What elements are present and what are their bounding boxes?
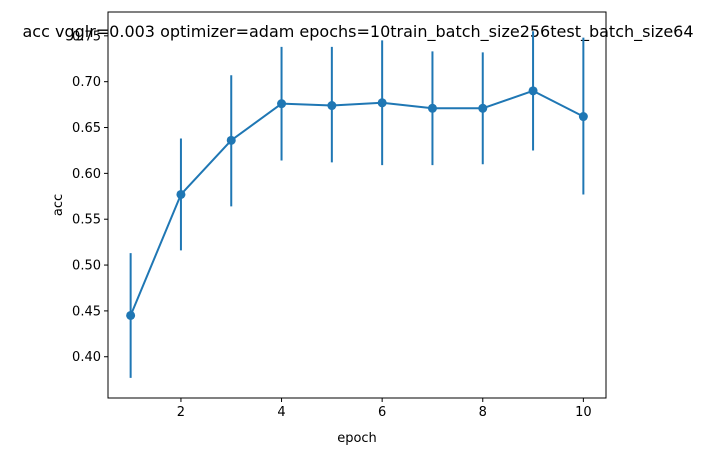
chart-title: acc vgglr=0.003 optimizer=adam epochs=10… — [22, 22, 693, 42]
x-tick-label: 2 — [177, 405, 185, 420]
y-tick-label: 0.60 — [72, 167, 101, 182]
y-tick-label: 0.40 — [72, 350, 101, 365]
y-tick-label: 0.45 — [72, 304, 101, 319]
data-point — [126, 310, 136, 320]
x-tick-label: 10 — [575, 405, 592, 420]
x-axis-label: epoch — [337, 431, 377, 446]
series-line — [129, 89, 584, 316]
data-point — [377, 98, 387, 108]
x-tick-label: 4 — [277, 405, 285, 420]
y-tick-label: 0.50 — [72, 259, 101, 274]
data-point — [578, 112, 588, 122]
y-axis-label: acc — [51, 194, 66, 216]
data-point — [528, 86, 538, 96]
data-point — [277, 99, 287, 109]
x-tick-label: 8 — [479, 405, 487, 420]
data-point — [176, 189, 186, 199]
data-point — [478, 103, 488, 113]
y-tick-label: 0.65 — [72, 121, 101, 136]
y-tick-label: 0.75 — [72, 29, 101, 44]
axes-frame — [107, 11, 607, 399]
data-point — [226, 135, 236, 145]
x-tick-label: 6 — [378, 405, 386, 420]
data-point — [427, 103, 437, 113]
y-tick-label: 0.70 — [72, 75, 101, 90]
plot-area: 2 4 6 8 10 0.40 0.45 0.50 0.55 0.60 0.65 0.70 0.75 — [72, 29, 592, 420]
y-tick-label: 0.55 — [72, 213, 101, 228]
data-point — [327, 101, 337, 111]
